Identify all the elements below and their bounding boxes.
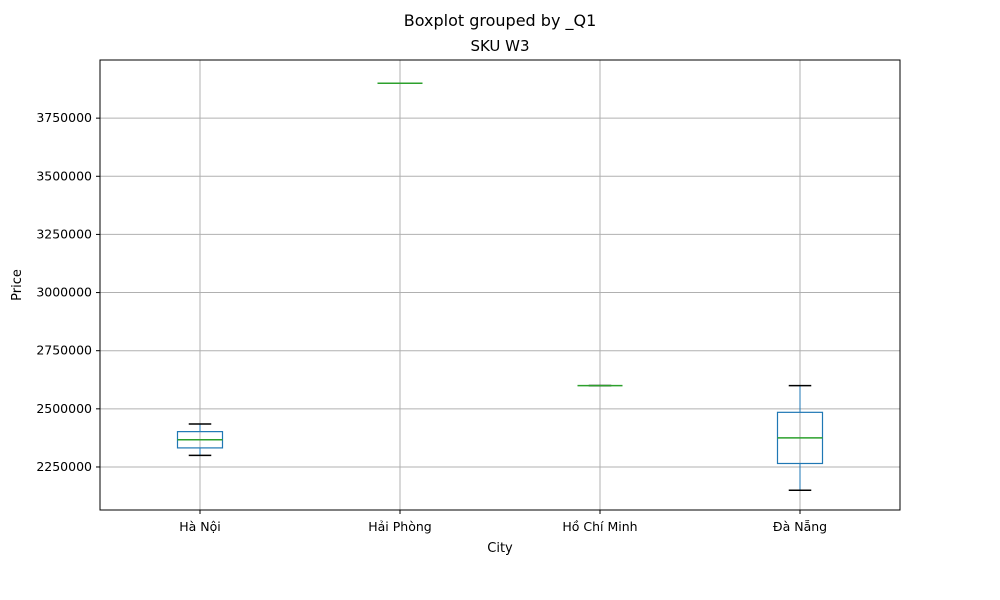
y-tick-label: 2750000	[36, 343, 92, 358]
y-axis-label: Price	[10, 269, 25, 301]
boxes	[176, 82, 824, 491]
axes-frame	[99, 59, 901, 511]
x-tick-label: Đà Nẵng	[773, 519, 827, 534]
y-tick-label: 3250000	[36, 226, 92, 241]
x-tick-label: Hồ Chí Minh	[562, 519, 637, 534]
y-tick-label: 3750000	[36, 110, 92, 125]
x-axis-label: City	[487, 541, 513, 556]
chart-subtitle: SKU W3	[470, 37, 529, 55]
x-tick-label: Hà Nội	[179, 519, 221, 534]
grid	[100, 60, 900, 510]
y-tick-label: 3000000	[36, 285, 92, 300]
x-tick-label: Hải Phòng	[368, 519, 431, 534]
y-tick-label: 2250000	[36, 459, 92, 474]
ticks: 2250000 2500000 2750000 3000000 3250000 35000…	[36, 110, 827, 534]
y-tick-label: 2500000	[36, 401, 92, 416]
box-group	[176, 423, 224, 457]
chart-title: Boxplot grouped by _Q1	[404, 11, 597, 31]
box-group	[776, 384, 824, 491]
y-tick-label: 3500000	[36, 168, 92, 183]
